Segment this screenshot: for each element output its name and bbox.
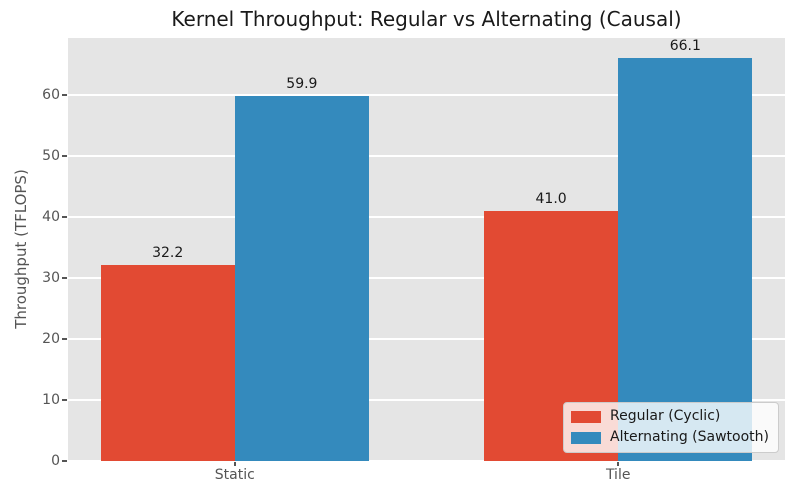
bar-tile-alternating — [618, 58, 753, 461]
gridline — [68, 338, 785, 341]
bar-value-label: 66.1 — [669, 38, 701, 55]
bar-value-label: 41.0 — [535, 191, 567, 208]
y-tick-label: 10 — [42, 392, 60, 409]
legend-item: Alternating (Sawtooth) — [571, 429, 769, 446]
y-tick-label: 20 — [42, 331, 60, 348]
y-tick-label: 40 — [42, 209, 60, 226]
bar-value-label: 59.9 — [286, 75, 318, 92]
x-tick-label: Tile — [605, 467, 631, 483]
legend-item: Regular (Cyclic) — [571, 408, 769, 425]
y-tick-mark — [62, 399, 67, 402]
y-tick-mark — [62, 94, 67, 97]
x-tick-mark — [617, 461, 620, 466]
legend-label: Alternating (Sawtooth) — [610, 429, 769, 445]
gridline — [68, 94, 785, 97]
gridline — [68, 155, 785, 158]
y-tick-label: 30 — [42, 270, 60, 287]
gridline — [68, 460, 785, 462]
y-tick-mark — [62, 155, 67, 158]
legend-swatch — [571, 431, 602, 444]
legend: Regular (Cyclic) Alternating (Sawtooth) — [563, 402, 779, 453]
y-axis-label: Throughput (TFLOPS) — [12, 169, 30, 329]
gridline — [68, 216, 785, 219]
y-tick-mark — [62, 277, 67, 280]
chart-title: Kernel Throughput: Regular vs Alternatin… — [171, 7, 682, 31]
y-tick-label: 0 — [51, 453, 60, 469]
x-tick-label: Static — [214, 467, 255, 483]
gridline — [68, 277, 785, 280]
y-tick-mark — [62, 216, 67, 219]
y-tick-label: 50 — [42, 148, 60, 165]
plot-area: 0 10 20 30 40 50 60 32.2 41.0 59.9 66.1 Static Tile R… — [42, 38, 785, 483]
legend-swatch — [571, 410, 602, 423]
y-tick-mark — [62, 338, 67, 341]
bar-value-label: 32.2 — [152, 244, 184, 261]
gridline — [68, 399, 785, 402]
legend-label: Regular (Cyclic) — [610, 408, 721, 424]
x-tick-mark — [233, 461, 236, 466]
bar-static-alternating — [234, 95, 369, 461]
y-tick-label: 60 — [42, 87, 60, 104]
bar-static-regular — [100, 264, 235, 461]
y-tick-mark — [62, 460, 67, 462]
